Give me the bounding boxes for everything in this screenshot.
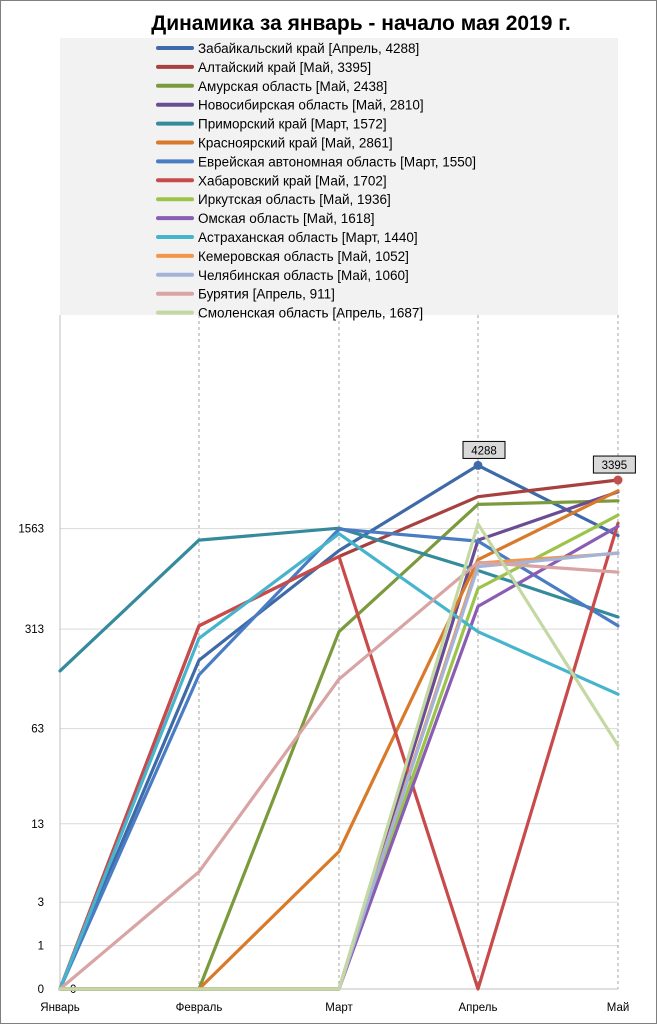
legend-entry: Забайкальский край [Апрель, 4288]: [198, 41, 419, 56]
x-tick-label: Январь: [40, 1002, 79, 1014]
series-line: [58, 463, 620, 991]
legend-entry: Приморский край [Март, 1572]: [198, 117, 387, 132]
callout-marker: [473, 460, 483, 470]
callout-label: 3395: [602, 460, 628, 472]
legend-entry: Бурятия [Апрель, 911]: [198, 287, 335, 302]
series-line: [58, 527, 620, 991]
x-tick-label: Апрель: [458, 1002, 497, 1014]
y-tick-label: 13: [31, 819, 44, 831]
series-line: [58, 532, 620, 991]
legend-entry: Еврейская автономная область [Март, 1550…: [198, 154, 476, 169]
legend-entry: Иркутская область [Май, 1936]: [198, 192, 391, 207]
y-tick-label: 0: [38, 984, 44, 996]
series-line: [58, 521, 620, 991]
legend-entry: Амурская область [Май, 2438]: [198, 79, 387, 94]
series-line: [58, 522, 620, 991]
x-tick-label: Март: [325, 1002, 353, 1014]
callout-layer: 4288 3395: [462, 440, 636, 485]
callout-box: [592, 455, 636, 474]
series-layer: [58, 463, 620, 991]
series-line: [58, 560, 620, 991]
y-tick-label: 1563: [18, 524, 44, 536]
y-tick-label: 63: [31, 724, 44, 736]
y-tick-label: 1: [38, 941, 44, 953]
y-tick-label: 3: [38, 897, 44, 909]
chart-title: Динамика за январь - начало мая 2019 г.: [151, 12, 571, 35]
callout-box: [462, 440, 506, 459]
legend-entry: Кемеровская область [Май, 1052]: [198, 249, 409, 264]
callout-marker: [613, 475, 623, 485]
x-tick-label: Май: [607, 1002, 630, 1014]
legend: Забайкальский край [Апрель, 4288] Алтайск…: [156, 41, 476, 321]
grid: [60, 315, 619, 989]
legend-entry: Смоленская область [Апрель, 1687]: [198, 306, 423, 321]
legend-entry: Челябинская область [Май, 1060]: [198, 268, 409, 283]
legend-entry: Омская область [Май, 1618]: [198, 211, 375, 226]
callout-label: 4288: [471, 445, 497, 457]
legend-background: [60, 38, 618, 315]
legend-entry: Алтайский край [Май, 3395]: [198, 60, 371, 75]
x-tick-label: Февраль: [176, 1002, 223, 1014]
y-tick-label: 313: [25, 624, 44, 636]
legend-entry: Астраханская область [Март, 1440]: [198, 230, 418, 245]
legend-entry: Новосибирская область [Май, 2810]: [198, 98, 424, 113]
legend-entry: Красноярский край [Май, 2861]: [198, 136, 393, 151]
legend-entry: Хабаровский край [Май, 1702]: [198, 173, 387, 188]
